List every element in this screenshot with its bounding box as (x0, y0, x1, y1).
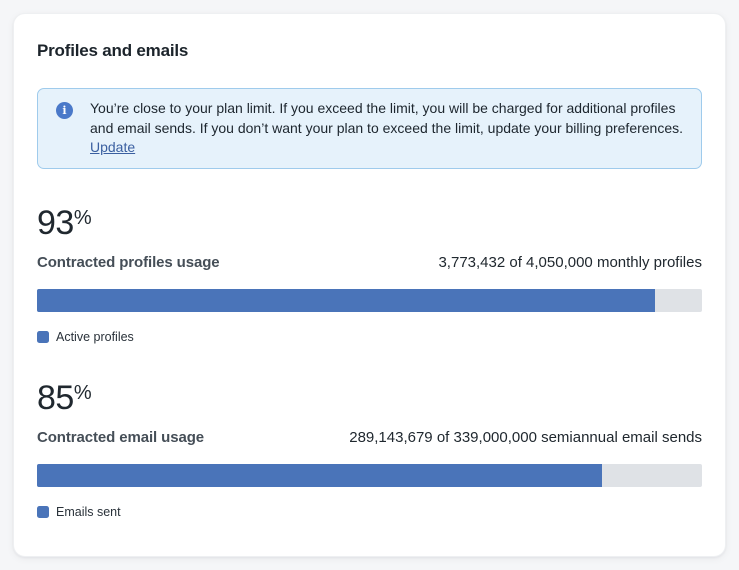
info-icon: i (56, 102, 73, 119)
profiles-progress-bar-fill (37, 288, 656, 312)
emails-legend: Emails sent (37, 505, 702, 519)
emails-progress-bar-fill (37, 463, 603, 487)
plan-limit-alert: i You’re close to your plan limit. If yo… (37, 88, 702, 169)
profiles-percent-value: 93% (37, 203, 702, 243)
page-title: Profiles and emails (37, 41, 189, 60)
alert-message: You’re close to your plan limit. If you … (90, 99, 685, 158)
profiles-percent-number: 93 (37, 203, 74, 242)
emails-legend-swatch (37, 505, 49, 518)
emails-usage-row: Contracted email usage 289,143,679 of 33… (37, 429, 702, 446)
profiles-legend-label: Active profiles (56, 329, 134, 344)
profiles-progress-bar-track (37, 288, 702, 312)
usage-section-emails: 85% Contracted email usage 289,143,679 o… (37, 378, 702, 519)
emails-percent-value: 85% (37, 378, 702, 418)
alert-message-text: You’re close to your plan limit. If you … (90, 100, 684, 136)
profiles-and-emails-card: Profiles and emails i You’re close to yo… (13, 13, 726, 557)
emails-progress-bar-track (37, 463, 702, 487)
profiles-usage-label: Contracted profiles usage (37, 253, 220, 271)
emails-usage-detail: 289,143,679 of 339,000,000 semiannual em… (349, 428, 702, 446)
update-link[interactable]: Update (90, 139, 136, 155)
profiles-legend: Active profiles (37, 330, 702, 344)
usage-section-profiles: 93% Contracted profiles usage 3,773,432 … (37, 203, 702, 344)
emails-usage-label: Contracted email usage (37, 428, 205, 446)
emails-percent-number: 85 (37, 378, 74, 417)
profiles-legend-swatch (37, 330, 49, 343)
profiles-usage-detail: 3,773,432 of 4,050,000 monthly profiles (438, 253, 702, 271)
profiles-usage-row: Contracted profiles usage 3,773,432 of 4… (37, 254, 702, 271)
emails-legend-label: Emails sent (56, 504, 121, 519)
emails-percent-sign: % (73, 381, 92, 404)
profiles-percent-sign: % (73, 206, 92, 229)
